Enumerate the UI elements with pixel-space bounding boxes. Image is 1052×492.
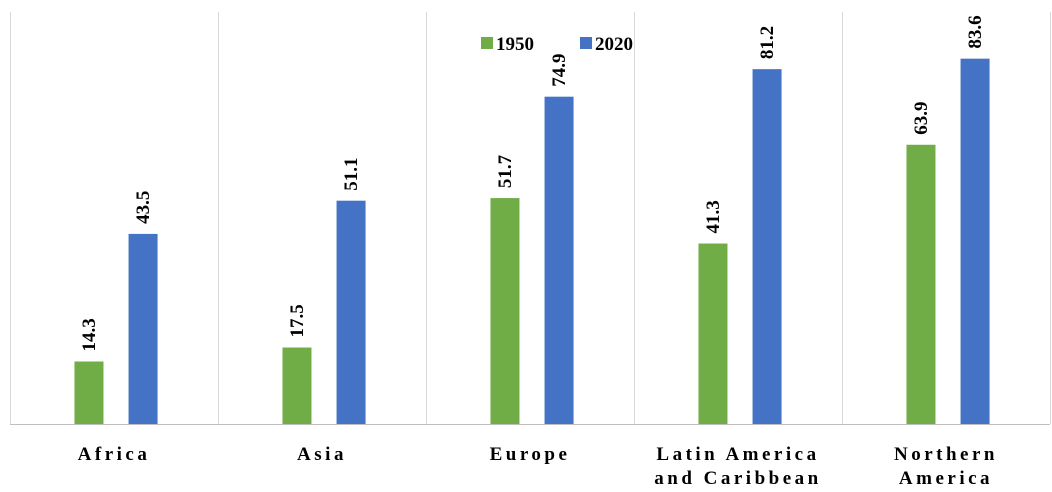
category-label: Northern xyxy=(894,444,998,465)
bar-2020-africa xyxy=(128,233,158,424)
legend: 1950 2020 xyxy=(481,34,633,55)
data-label-2020-europe: 74.9 xyxy=(549,53,570,86)
legend-label-1950: 1950 xyxy=(496,34,534,55)
bar-1950-africa xyxy=(74,361,104,424)
data-label-2020-asia: 51.1 xyxy=(341,157,362,190)
bar-2020-asia xyxy=(336,200,366,424)
data-label-1950-latin-america-and-caribbean: 41.3 xyxy=(703,200,724,233)
data-label-1950-europe: 51.7 xyxy=(495,154,516,188)
category-label: Africa xyxy=(78,444,151,465)
bar-1950-northern-america xyxy=(906,144,936,424)
category-label: Europe xyxy=(490,444,571,465)
data-label-1950-asia: 17.5 xyxy=(287,304,308,337)
legend-label-2020: 2020 xyxy=(595,34,633,55)
grid xyxy=(10,12,1051,425)
data-label-1950-northern-america: 63.9 xyxy=(911,102,932,135)
data-labels: 14.3 43.5 17.5 51.1 51.7 74.9 41.3 81.2 63.9 83.6 xyxy=(79,15,986,351)
data-label-1950-africa: 14.3 xyxy=(79,318,100,351)
legend-swatch-1950 xyxy=(481,37,493,49)
bar-1950-europe xyxy=(490,198,520,424)
bar-1950-latin-america-and-caribbean xyxy=(698,243,728,424)
category-label: Latin America xyxy=(656,444,819,465)
category-label: America xyxy=(899,468,993,489)
category-labels: Africa Asia Europe Latin America and Caribbe… xyxy=(78,444,998,489)
bar-2020-europe xyxy=(544,96,574,424)
data-label-2020-africa: 43.5 xyxy=(133,191,154,224)
data-label-2020-latin-america-and-caribbean: 81.2 xyxy=(757,26,778,59)
bar-2020-northern-america xyxy=(960,58,990,424)
bar-1950-asia xyxy=(282,347,312,424)
legend-swatch-2020 xyxy=(580,37,592,49)
bar-2020-latin-america-and-caribbean xyxy=(752,69,782,424)
category-label: and Caribbean xyxy=(654,468,821,489)
bars xyxy=(74,58,990,424)
data-label-2020-northern-america: 83.6 xyxy=(965,15,986,48)
category-label: Asia xyxy=(297,444,347,465)
